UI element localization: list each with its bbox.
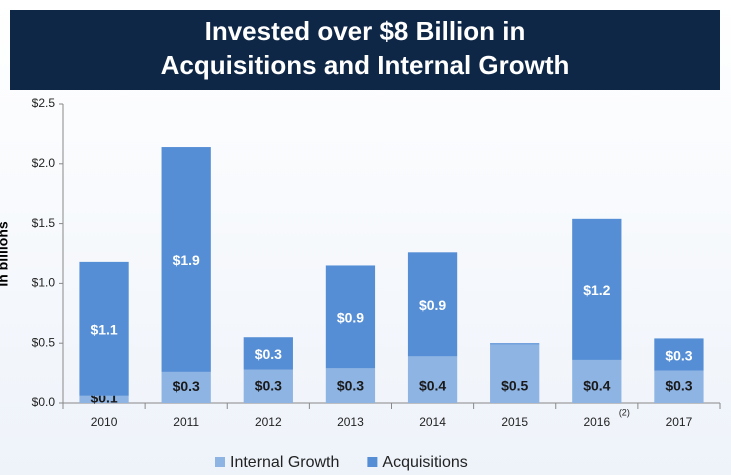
value-label: $0.5: [501, 378, 528, 394]
value-label: $0.3: [665, 378, 692, 394]
bar-segment: [325, 368, 376, 403]
y-tick-label: $1.5: [32, 216, 56, 230]
bar-segment: [654, 338, 704, 371]
value-label: $0.3: [665, 347, 692, 363]
bar-segment: [572, 359, 622, 403]
x-tick-label: 2015: [501, 415, 528, 429]
bar-segment: [161, 371, 211, 403]
value-label: $1.2: [583, 282, 610, 298]
value-label: $0.3: [255, 346, 282, 362]
bar-segment: [161, 147, 211, 372]
bar-segment: [654, 370, 704, 403]
x-tick-label: 2011: [173, 415, 199, 429]
bar-segment: [325, 265, 376, 369]
legend-label: Acquisitions: [382, 454, 467, 471]
value-label: $0.3: [255, 378, 282, 394]
value-label: $0.3: [173, 378, 200, 394]
chart-title: Invested over $8 Billion in: [205, 16, 526, 46]
bar-segment: [490, 344, 540, 403]
chart-title: Acquisitions and Internal Growth: [161, 50, 570, 80]
y-tick-label: $1.0: [32, 276, 56, 290]
legend-label: Internal Growth: [230, 454, 339, 471]
x-tick-label: 2016: [583, 415, 610, 429]
x-tick-label: 2013: [337, 415, 364, 429]
value-label: $0.3: [337, 378, 364, 394]
bar-segment: [243, 369, 293, 403]
value-label: $1.9: [173, 252, 200, 268]
value-label: $1.1: [90, 322, 117, 338]
value-label: $0.4: [583, 378, 610, 394]
header-box: [10, 10, 720, 90]
bar-segment: [407, 356, 458, 403]
legend-swatch: [215, 457, 225, 467]
y-axis-label: In billions: [0, 221, 11, 287]
value-label: $0.9: [419, 297, 446, 313]
y-tick-label: $2.0: [32, 156, 56, 170]
bar-segment: [79, 395, 129, 403]
annotation: (2): [619, 407, 630, 417]
y-tick-label: $0.5: [32, 335, 56, 349]
bar-segment: [79, 261, 129, 396]
legend-swatch: [367, 457, 378, 467]
bar-segment: [407, 252, 458, 357]
x-tick-label: 2012: [255, 415, 282, 429]
x-tick-label: 2017: [666, 415, 693, 429]
bar-segment: [490, 343, 540, 345]
x-tick-label: 2014: [419, 415, 446, 429]
x-tick-label: 2010: [91, 415, 118, 429]
value-label: $0.4: [419, 378, 446, 394]
bar-segment: [572, 218, 622, 360]
y-tick-label: $0.0: [32, 395, 56, 409]
value-label: $0.9: [337, 310, 364, 326]
y-tick-label: $2.5: [32, 96, 56, 110]
bar-segment: [243, 337, 293, 370]
